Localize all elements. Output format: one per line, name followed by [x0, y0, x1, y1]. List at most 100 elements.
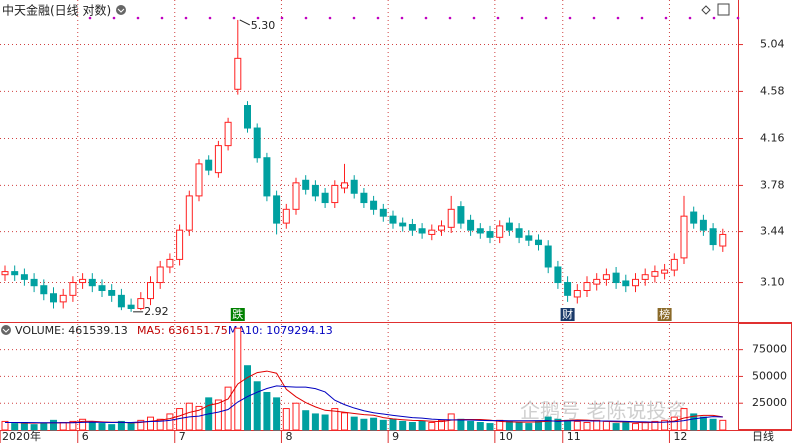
x-tick-label: 7 — [179, 430, 186, 443]
candle-body — [311, 184, 319, 197]
candle-body — [505, 222, 513, 231]
chart-title: 中天金融(日线 对数) — [2, 3, 111, 18]
volume-bar — [321, 414, 329, 431]
candle-body — [166, 258, 174, 268]
candle-body — [273, 195, 281, 224]
candle-body — [476, 228, 484, 234]
candle-body — [709, 228, 717, 246]
volume-bar — [612, 423, 620, 431]
volume-bar — [651, 420, 659, 431]
candle-body — [593, 278, 601, 285]
volume-bar — [719, 419, 727, 431]
volume-bar — [505, 420, 513, 431]
volume-bar — [399, 420, 407, 431]
volume-bar — [699, 416, 707, 431]
x-tick-label: 2020年 — [2, 429, 41, 443]
event-marker — [560, 308, 575, 321]
event-label: 榜 — [659, 307, 670, 321]
annotation-arrow — [239, 19, 251, 26]
candle-body — [370, 200, 378, 210]
volume-bar — [282, 408, 290, 431]
volume-bar — [98, 423, 106, 431]
candle-body — [428, 229, 436, 235]
diamond-icon[interactable] — [701, 5, 711, 15]
signal-dot — [448, 16, 452, 20]
signal-dot — [352, 16, 356, 20]
volume-bar — [156, 418, 164, 431]
candle-body — [205, 159, 213, 171]
signal-dot — [376, 16, 380, 20]
candle-body — [438, 225, 445, 231]
candle-body — [224, 121, 232, 147]
volume-bar — [350, 416, 358, 431]
settings-icon[interactable] — [717, 3, 730, 16]
candle-body — [127, 304, 135, 309]
volume-bar — [127, 422, 135, 431]
candle-body — [690, 211, 698, 224]
signal-dot — [112, 16, 116, 20]
signal-dot — [208, 16, 212, 20]
candle-body — [389, 215, 397, 224]
x-tick-label: 8 — [285, 430, 292, 443]
y-tick-label: 3.44 — [760, 225, 785, 238]
y-tick-label: 3.78 — [760, 178, 785, 191]
signal-dot — [712, 16, 716, 20]
ma10-legend: MA10: 1079294.13 — [228, 324, 333, 337]
volume-bar — [467, 420, 475, 431]
volume-bar — [709, 418, 717, 431]
candle-body — [59, 294, 67, 303]
x-tick-label: 6 — [82, 430, 89, 443]
volume-bar — [544, 416, 552, 431]
menu-icon[interactable] — [1, 325, 11, 335]
menu-icon[interactable] — [116, 5, 126, 15]
volume-bar — [292, 402, 300, 431]
volume-bar — [11, 423, 19, 431]
volume-bar — [30, 424, 38, 431]
ma10-line — [5, 385, 723, 424]
volume-bar — [341, 412, 348, 431]
volume-bar — [273, 397, 281, 431]
volume-bar — [457, 418, 465, 431]
volume-bar — [20, 422, 28, 431]
volume-bar — [88, 422, 96, 431]
y-tick-label: 5.04 — [760, 38, 785, 51]
candle-body — [195, 163, 203, 197]
candle-body — [20, 274, 28, 280]
volume-bar — [195, 405, 203, 431]
candle-body — [641, 274, 649, 280]
volume-bar — [428, 422, 436, 431]
candle-body — [50, 293, 57, 303]
volume-bar — [166, 413, 174, 431]
volume-bar — [147, 416, 154, 431]
candle-body — [108, 290, 116, 296]
candle-body — [515, 228, 523, 238]
volume-bar — [311, 413, 319, 431]
candle-body — [564, 282, 572, 296]
signal-dot — [400, 16, 404, 20]
volume-bar — [408, 422, 416, 431]
y-tick-label: 4.58 — [760, 84, 785, 97]
y-tick-label: 3.10 — [760, 276, 785, 289]
volume-bar — [331, 408, 339, 431]
volume-bar — [486, 423, 494, 431]
candle-body — [535, 239, 542, 246]
y-tick-label: 4.16 — [760, 132, 785, 145]
candle-body — [680, 215, 688, 259]
y-tick-label: 25000 — [752, 396, 787, 409]
ma5-legend: MA5: 636151.75 — [137, 324, 228, 337]
signal-dot — [520, 16, 524, 20]
volume-bar — [50, 419, 57, 431]
candle-body — [11, 271, 19, 276]
candle-body — [137, 298, 145, 309]
signal-dot — [136, 16, 140, 20]
signal-dot — [688, 16, 692, 20]
volume-bar — [1, 420, 9, 431]
signal-dot — [88, 16, 92, 20]
volume-bar — [224, 386, 232, 431]
volume-bar — [680, 408, 688, 431]
volume-bar — [670, 416, 678, 431]
signal-dot — [472, 16, 476, 20]
volume-bar — [438, 419, 445, 431]
candle-body — [632, 278, 639, 287]
signal-dot — [568, 16, 572, 20]
